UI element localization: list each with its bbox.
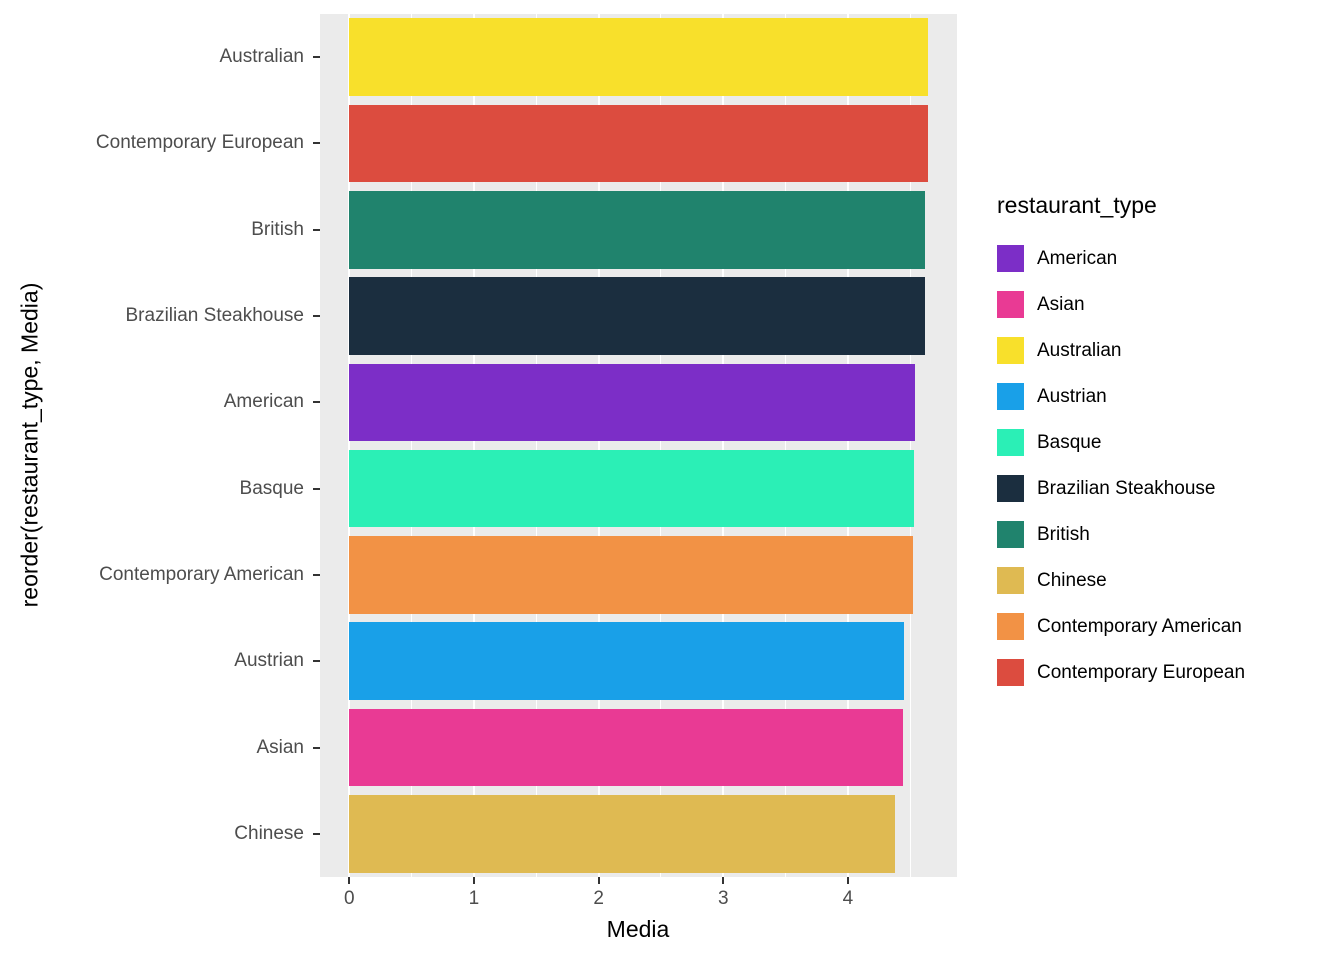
- legend-label: British: [1037, 523, 1090, 545]
- legend-label: Asian: [1037, 293, 1085, 315]
- y-tick-label: American: [223, 391, 304, 413]
- legend-item-british: British: [997, 521, 1342, 548]
- legend-items: American Asian Australian Austrian Basque Bra…: [997, 245, 1342, 686]
- y-tick-label: Austrian: [234, 650, 304, 672]
- legend-swatch: [997, 613, 1024, 640]
- y-tick-label: Australian: [219, 46, 305, 68]
- legend-swatch: [997, 475, 1024, 502]
- legend-swatch: [997, 567, 1024, 594]
- gridline-major-x: [846, 14, 849, 877]
- y-tick-label: Chinese: [234, 822, 304, 844]
- bar-austrian: [349, 622, 904, 701]
- x-tick-mark: [846, 877, 849, 884]
- gridline-minor-x: [909, 14, 911, 877]
- bar-brazilian-steakhouse: [349, 277, 926, 355]
- bar-british: [349, 190, 926, 269]
- x-tick-label: 1: [468, 888, 480, 909]
- legend-item-asian: Asian: [997, 291, 1342, 318]
- plot-panel: [320, 14, 957, 877]
- x-tick-label: 0: [343, 888, 355, 909]
- legend-swatch: [997, 383, 1024, 410]
- legend-swatch: [997, 245, 1024, 272]
- legend-label: Contemporary European: [1037, 661, 1246, 683]
- gridline-minor-x: [660, 14, 662, 877]
- y-tick-mark: [313, 832, 320, 835]
- x-tick-mark: [597, 877, 600, 884]
- gridline-minor-x: [535, 14, 537, 877]
- x-tick-label: 3: [717, 888, 729, 909]
- legend-item-contemporary-american: Contemporary American: [997, 613, 1342, 640]
- y-tick-label: Contemporary European: [95, 132, 304, 154]
- y-tick-mark: [313, 660, 320, 663]
- bar-asian: [349, 708, 903, 787]
- legend-swatch: [997, 337, 1024, 364]
- gridline-minor-x: [785, 14, 787, 877]
- legend-item-basque: Basque: [997, 429, 1342, 456]
- y-tick-mark: [313, 56, 320, 59]
- gridline-major-x: [472, 14, 475, 877]
- y-tick-mark: [313, 142, 320, 145]
- y-tick-mark: [313, 573, 320, 576]
- y-tick-mark: [313, 746, 320, 749]
- legend-label: American: [1037, 247, 1118, 269]
- gridline-major-x: [597, 14, 600, 877]
- x-tick-label: 4: [842, 888, 854, 909]
- legend-title: restaurant_type: [997, 192, 1157, 218]
- legend-label: Basque: [1037, 431, 1102, 453]
- legend-item-austrian: Austrian: [997, 383, 1342, 410]
- y-tick-mark: [313, 315, 320, 318]
- x-axis-title: Media: [606, 916, 670, 942]
- legend-item-chinese: Chinese: [997, 567, 1342, 594]
- bar-basque: [349, 449, 914, 528]
- bar-contemporary-american: [349, 536, 913, 614]
- x-tick-mark: [348, 877, 351, 884]
- x-tick-label: 2: [593, 888, 604, 909]
- y-axis-title: reorder(restaurant_type, Media): [16, 282, 43, 608]
- y-tick-label: Basque: [239, 477, 304, 499]
- x-tick-mark: [722, 877, 725, 884]
- legend-item-contemporary-european: Contemporary European: [997, 659, 1342, 686]
- y-tick-mark: [313, 487, 320, 490]
- bar-chinese: [349, 795, 896, 873]
- legend-item-american: American: [997, 245, 1342, 272]
- legend: restaurant_type American Asian Australian A…: [997, 192, 1342, 686]
- legend-label: Chinese: [1037, 569, 1107, 591]
- bar-australian: [349, 18, 928, 96]
- legend-swatch: [997, 659, 1024, 686]
- bar-american: [349, 363, 916, 442]
- y-tick-mark: [313, 228, 320, 231]
- y-tick-label: Brazilian Steakhouse: [125, 305, 305, 327]
- y-tick-mark: [313, 401, 320, 404]
- legend-label: Contemporary American: [1037, 615, 1242, 637]
- y-tick-label: British: [251, 218, 304, 240]
- legend-swatch: [997, 521, 1024, 548]
- legend-item-brazilian-steakhouse: Brazilian Steakhouse: [997, 475, 1342, 502]
- legend-label: Brazilian Steakhouse: [1037, 477, 1216, 499]
- gridline-major-x: [722, 14, 725, 877]
- legend-item-australian: Australian: [997, 337, 1342, 364]
- y-tick-label: Contemporary American: [99, 563, 304, 585]
- legend-label: Australian: [1037, 339, 1122, 361]
- gridline-minor-x: [411, 14, 413, 877]
- legend-swatch: [997, 429, 1024, 456]
- legend-label: Austrian: [1037, 385, 1107, 407]
- gridline-major-x: [348, 14, 351, 877]
- x-tick-mark: [472, 877, 475, 884]
- legend-swatch: [997, 291, 1024, 318]
- y-tick-label: Asian: [256, 736, 304, 758]
- bar-contemporary-european: [349, 104, 928, 183]
